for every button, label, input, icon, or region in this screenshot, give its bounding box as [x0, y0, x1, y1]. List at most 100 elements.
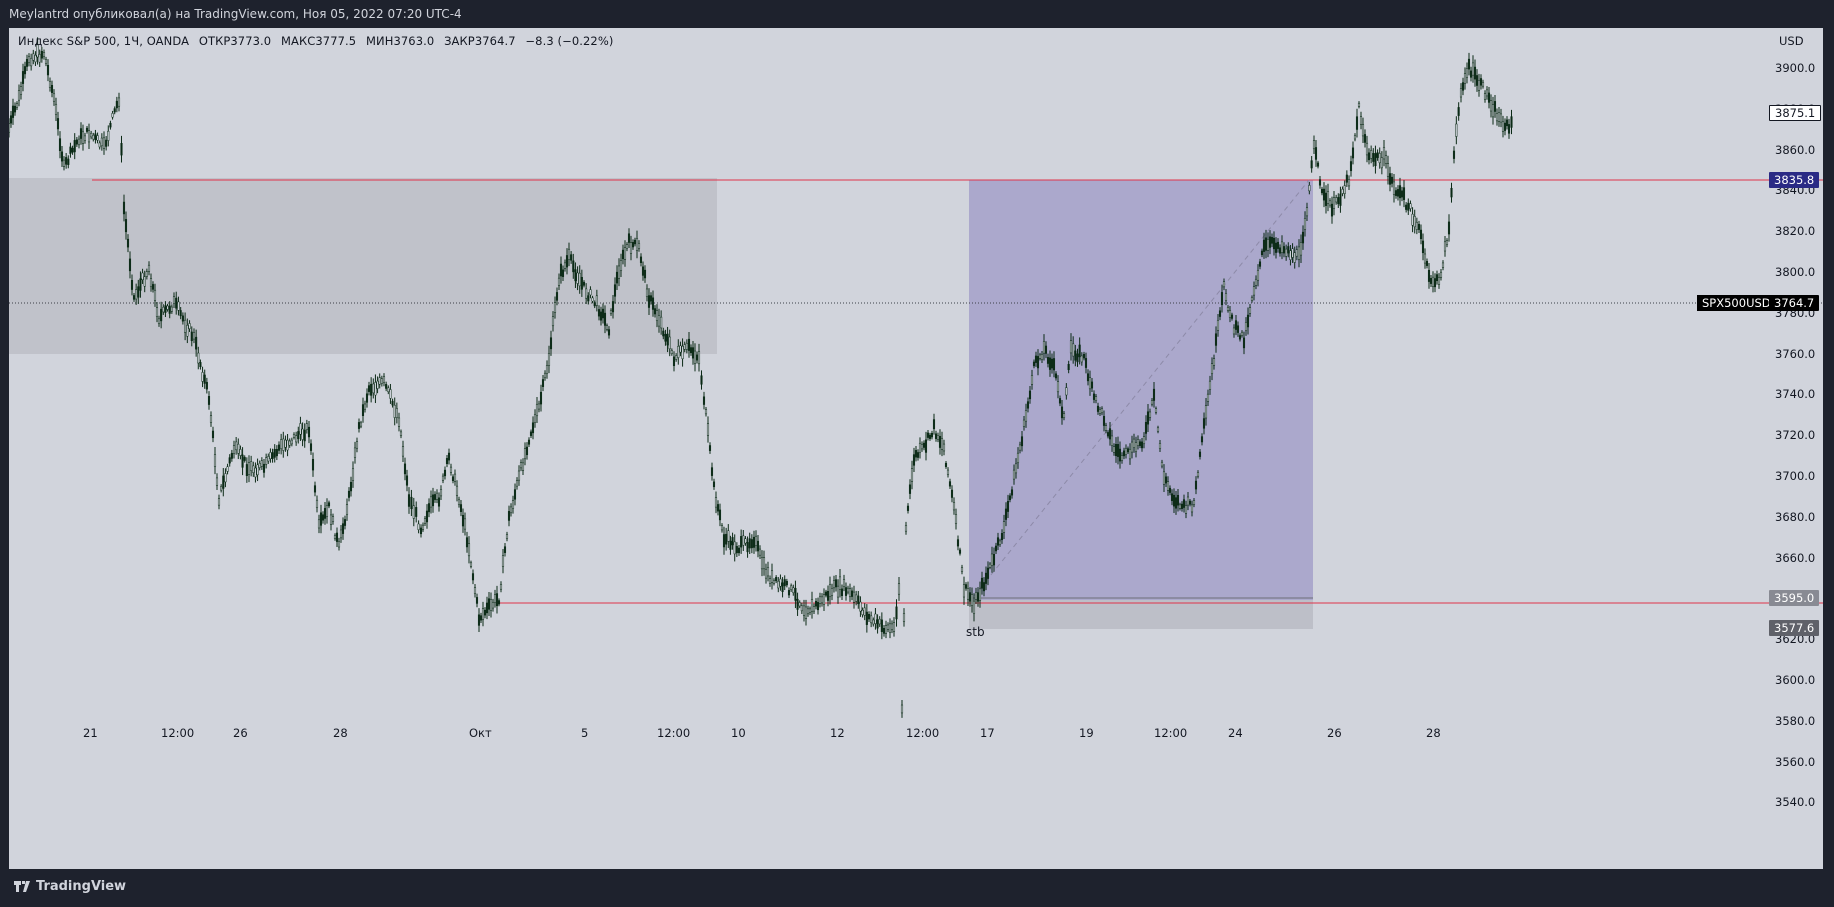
candle-body	[243, 457, 246, 461]
price-axis-label: 3540.0	[1775, 795, 1816, 810]
candle-body	[712, 481, 716, 488]
candle-body	[1505, 119, 1509, 127]
candle-body	[1182, 499, 1186, 508]
candle-body	[1411, 213, 1414, 226]
candle-body	[880, 619, 883, 632]
candle-body	[664, 333, 667, 342]
candle-body	[1274, 242, 1278, 253]
candle-body	[188, 323, 191, 329]
candle-body	[1138, 441, 1142, 446]
candle-body	[1341, 188, 1344, 194]
candle-body	[410, 496, 413, 510]
candle-body	[1112, 446, 1116, 453]
candle-body	[1228, 310, 1232, 318]
candle-body	[842, 579, 846, 587]
candle-body	[262, 463, 266, 473]
brand-logo[interactable]: TradingView	[14, 879, 126, 894]
candle-body	[563, 262, 567, 269]
candle-body	[1427, 269, 1431, 282]
candle-body	[781, 582, 784, 593]
candle-body	[653, 308, 657, 315]
candle-body	[541, 379, 545, 387]
candle-body	[1114, 444, 1118, 457]
candle-body	[1425, 261, 1429, 266]
candle-body	[725, 533, 728, 545]
candle-body	[164, 305, 167, 313]
candle-body	[920, 444, 924, 450]
candle-body	[570, 254, 573, 261]
candle-body	[395, 408, 398, 418]
candle-body	[637, 243, 641, 249]
candle-body	[521, 462, 525, 471]
candle-body	[1260, 250, 1264, 256]
candle-body	[1248, 307, 1252, 314]
candle-body	[1461, 82, 1465, 91]
candle-body	[897, 583, 901, 595]
candle-body	[1198, 451, 1202, 457]
candle-body	[205, 381, 208, 390]
candle-body	[1308, 185, 1311, 192]
candle-body	[1050, 358, 1054, 369]
candle-body	[245, 464, 248, 477]
price-chart[interactable]: stb	[9, 28, 1823, 869]
candle-body	[376, 380, 379, 389]
candle-body	[111, 113, 114, 118]
candle-body	[380, 378, 383, 384]
candle-body	[1230, 314, 1234, 319]
candle-body	[1467, 58, 1471, 70]
candle-body	[1272, 237, 1276, 250]
candle-body	[737, 547, 741, 554]
candle-body	[645, 288, 649, 297]
candle-body	[1471, 62, 1475, 76]
candle-body	[561, 269, 565, 277]
candle-body	[168, 305, 171, 314]
candle-body	[120, 143, 123, 156]
candle-body	[425, 510, 429, 523]
chart-frame[interactable]: stb Индекс S&P 500, 1Ч, OANDA ОТКР3773.0…	[9, 28, 1823, 869]
candle-body	[81, 131, 85, 144]
candle-body	[689, 347, 693, 353]
candle-body	[69, 146, 72, 154]
candle-body	[1020, 436, 1024, 447]
candle-body	[431, 494, 435, 507]
candle-body	[32, 53, 35, 61]
candle-body	[802, 605, 806, 616]
candle-body	[1036, 356, 1040, 369]
candle-body	[824, 591, 828, 596]
candle-body	[1024, 410, 1028, 422]
candle-body	[1044, 345, 1048, 354]
candle-body	[1067, 363, 1070, 371]
candle-body	[130, 280, 134, 290]
candle-body	[343, 519, 347, 526]
candle-body	[305, 423, 308, 431]
candle-body	[443, 469, 447, 477]
candle-body	[593, 302, 596, 307]
candle-body	[1202, 418, 1206, 429]
candle-body	[42, 52, 46, 58]
candle-body	[1266, 239, 1270, 251]
candle-body	[1092, 393, 1096, 400]
time-axis-label: 17	[980, 726, 995, 740]
candle-body	[54, 103, 58, 115]
candle-body	[812, 606, 816, 612]
candle-body	[1158, 443, 1162, 449]
candle-body	[888, 623, 892, 633]
candle-body	[838, 576, 842, 590]
candle-body	[1510, 116, 1513, 128]
candle-body	[241, 454, 244, 468]
candle-body	[700, 375, 703, 385]
candle-body	[535, 403, 539, 417]
candle-body	[157, 318, 161, 325]
candle-body	[870, 615, 873, 624]
candle-body	[1343, 185, 1346, 194]
candle-body	[397, 417, 401, 427]
candle-body	[235, 441, 238, 451]
candle-body	[836, 585, 840, 598]
candle-body	[980, 577, 984, 589]
candle-body	[1258, 261, 1262, 267]
candle-body	[1108, 428, 1112, 440]
candle-body	[996, 537, 1000, 546]
candle-body	[572, 260, 575, 273]
candle-body	[768, 578, 772, 584]
candle-body	[201, 372, 204, 382]
